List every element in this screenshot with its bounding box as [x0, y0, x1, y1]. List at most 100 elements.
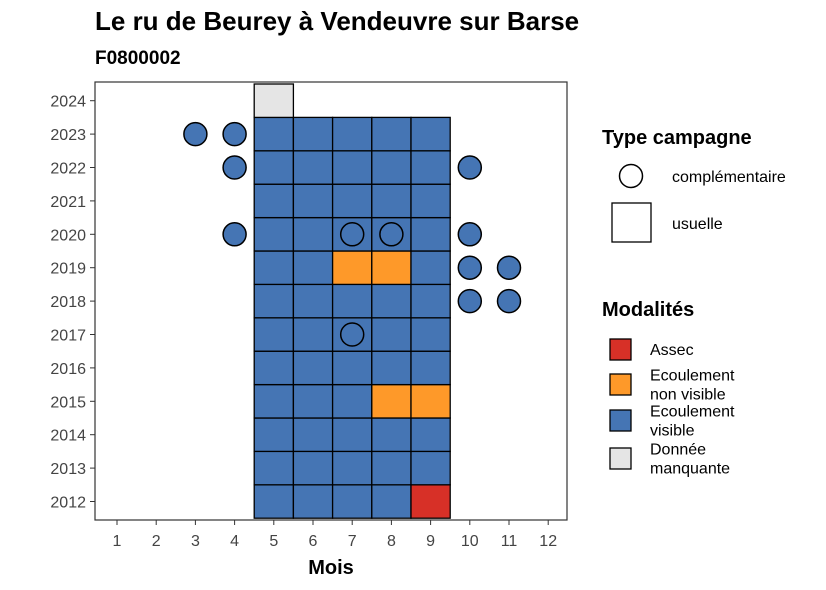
chart-subtitle: F0800002	[95, 48, 181, 69]
x-axis-label: Mois	[308, 557, 354, 579]
x-tick-label: 7	[348, 533, 357, 550]
x-tick-label: 9	[426, 533, 435, 550]
y-tick-label: 2020	[50, 227, 86, 244]
tile-usuelle	[371, 484, 412, 519]
point-complementaire	[339, 322, 365, 347]
tile-usuelle	[253, 350, 295, 386]
tile-usuelle	[410, 250, 451, 286]
tile-usuelle	[331, 450, 373, 486]
x-tick-label: 1	[113, 533, 122, 550]
y-tick-label: 2024	[50, 94, 86, 111]
tile-usuelle	[331, 283, 373, 319]
x-tick-label: 4	[230, 533, 239, 550]
y-tick-label: 2014	[50, 428, 86, 445]
legend-label-3: visible	[650, 423, 695, 440]
legend-key-1	[609, 338, 632, 361]
tile-usuelle	[410, 283, 451, 319]
tile-usuelle	[371, 317, 412, 352]
x-tick-label: 6	[309, 533, 318, 550]
point-complementaire	[457, 255, 483, 280]
tile-usuelle	[253, 150, 295, 185]
tile-usuelle	[410, 183, 451, 219]
tile-usuelle	[292, 150, 334, 185]
tile-usuelle	[253, 383, 295, 419]
tile-usuelle	[253, 417, 295, 453]
tile-usuelle	[410, 484, 451, 519]
tile-usuelle	[292, 116, 334, 152]
tile-usuelle	[410, 350, 451, 386]
tile-usuelle	[371, 283, 412, 319]
tile-usuelle	[253, 283, 295, 319]
tile-usuelle	[410, 150, 451, 185]
legend-key-4	[609, 447, 632, 470]
x-tick-label: 2	[152, 533, 161, 550]
y-tick-label: 2015	[50, 394, 86, 411]
point-complementaire	[496, 288, 522, 314]
y-tick-label: 2017	[50, 328, 86, 345]
tile-usuelle	[331, 383, 373, 419]
tile-usuelle	[371, 116, 412, 152]
x-tick-label: 10	[461, 533, 479, 550]
tile-usuelle	[331, 417, 373, 453]
legend-label-2: non visible	[650, 387, 726, 404]
tile-usuelle	[292, 317, 334, 352]
tile-usuelle	[331, 183, 373, 219]
chart-title: Le ru de Beurey à Vendeuvre sur Barse	[95, 6, 579, 36]
legend-label-2: Ecoulement	[650, 368, 735, 385]
tile-usuelle	[331, 116, 373, 152]
tile-usuelle	[410, 216, 451, 252]
legend-label-1: Assec	[650, 342, 694, 359]
legend-label-usuelle: usuelle	[672, 216, 723, 233]
x-tick-label: 11	[501, 533, 518, 550]
x-tick-label: 12	[539, 533, 557, 550]
legend-type-campagne-title: Type campagne	[602, 127, 752, 149]
tile-usuelle	[371, 450, 412, 486]
tile-usuelle	[292, 484, 334, 519]
y-tick-label: 2016	[50, 361, 86, 378]
tile-usuelle	[253, 183, 295, 219]
x-tick-label: 3	[191, 533, 200, 550]
tile-usuelle	[253, 484, 295, 519]
point-complementaire	[222, 222, 247, 247]
legend-modalites-title: Modalités	[602, 299, 694, 321]
tile-usuelle	[292, 216, 334, 252]
tile-usuelle	[292, 250, 334, 286]
tile-usuelle	[371, 417, 412, 453]
tile-usuelle	[410, 417, 451, 453]
point-complementaire	[222, 155, 247, 180]
tile-usuelle	[371, 250, 412, 286]
tile-usuelle	[410, 383, 451, 419]
tile-usuelle	[331, 150, 373, 185]
tile-usuelle	[410, 116, 451, 152]
legend-label-4: Donnée	[650, 442, 706, 459]
point-complementaire	[379, 222, 404, 247]
tile-usuelle	[292, 383, 334, 419]
tile-usuelle	[410, 450, 451, 486]
tile-usuelle	[371, 383, 412, 419]
point-complementaire	[457, 288, 483, 314]
y-tick-label: 2012	[50, 495, 86, 512]
tile-usuelle	[331, 350, 373, 386]
tile-usuelle	[371, 350, 412, 386]
x-tick-label: 5	[269, 533, 278, 550]
legend-key-2	[609, 373, 632, 396]
tile-usuelle	[371, 183, 412, 219]
point-complementaire	[339, 222, 365, 247]
point-complementaire	[496, 255, 522, 280]
tile-usuelle	[253, 317, 295, 352]
y-tick-label: 2019	[50, 261, 86, 278]
legend-label-complementaire: complémentaire	[672, 169, 786, 186]
tile-usuelle	[371, 150, 412, 185]
legend-key-3	[609, 409, 632, 432]
tile-usuelle	[292, 183, 334, 219]
legend-label-4: manquante	[650, 461, 730, 478]
tile-usuelle	[292, 450, 334, 486]
legend-label-3: Ecoulement	[650, 404, 735, 421]
y-tick-label: 2021	[50, 194, 86, 211]
point-complementaire	[183, 121, 208, 147]
tile-usuelle	[292, 350, 334, 386]
x-tick-label: 8	[387, 533, 396, 550]
point-complementaire	[457, 155, 483, 180]
point-complementaire	[222, 121, 247, 147]
y-tick-label: 2023	[50, 127, 86, 144]
